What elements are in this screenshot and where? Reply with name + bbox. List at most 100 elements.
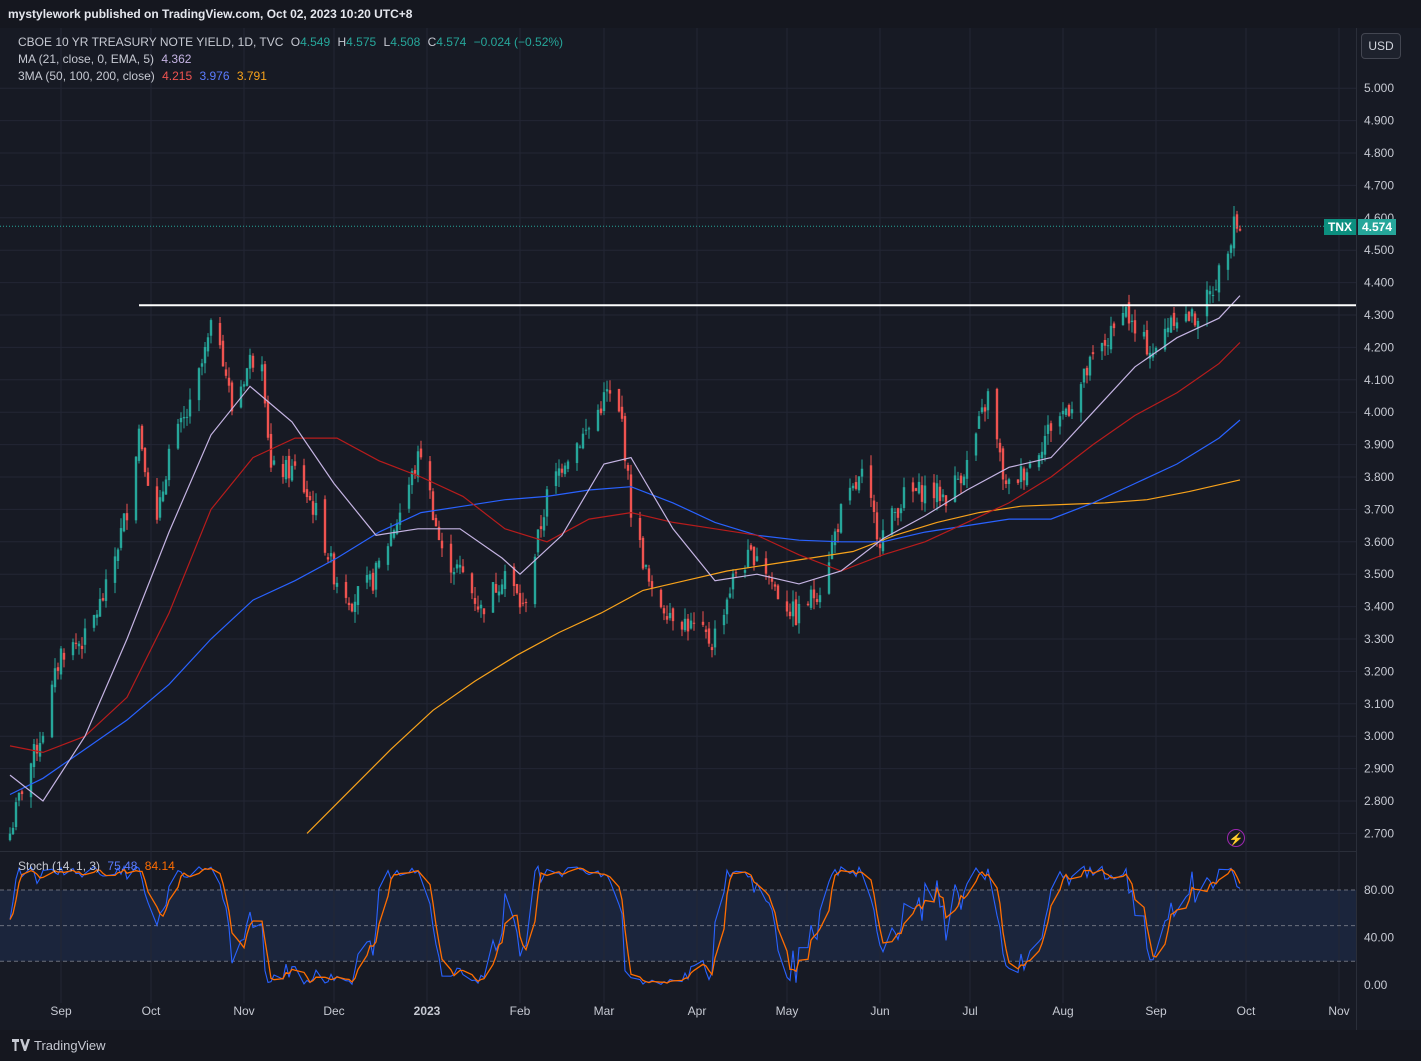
y-tick-label: 4.300 — [1364, 308, 1394, 322]
candle-body — [386, 546, 390, 565]
candle-body — [1232, 216, 1236, 249]
candle-body — [893, 512, 897, 514]
candle-body — [167, 448, 171, 481]
candle-body — [752, 546, 756, 566]
candle-body — [356, 586, 360, 605]
candle-body — [1196, 321, 1200, 329]
candle-body — [524, 602, 528, 604]
candle-body — [701, 621, 705, 625]
candle-body — [1124, 306, 1128, 317]
x-tick-label: Aug — [1052, 1004, 1073, 1018]
candle-body — [980, 407, 984, 413]
candle-body — [206, 337, 210, 352]
sma100-line — [9, 419, 1241, 796]
candle-body — [98, 598, 102, 617]
candle-body — [335, 582, 339, 587]
candle-body — [35, 744, 39, 754]
candle-body — [137, 428, 141, 461]
candle-body — [1238, 228, 1242, 231]
chart-frame[interactable]: Sep Oct Nov Dec 2023 Feb Mar Apr May Jun Jul Aug Sep… — [0, 28, 1421, 1030]
candle-body — [92, 614, 96, 628]
y-tick-label: 4.800 — [1364, 146, 1394, 160]
candle-body — [434, 517, 438, 527]
candle-body — [248, 354, 252, 369]
legend-3ma-value-3: 3.791 — [236, 69, 267, 83]
y-tick-label: 3.700 — [1364, 502, 1394, 516]
candle-body — [479, 604, 483, 609]
candle-body — [1175, 322, 1179, 329]
candle-body — [785, 601, 789, 612]
y-tick-label: 2.900 — [1364, 762, 1394, 776]
candle-body — [998, 442, 1002, 453]
candle-body — [260, 364, 264, 372]
candle-body — [935, 483, 939, 503]
candle-body — [143, 448, 147, 473]
candle-body — [308, 496, 312, 500]
legend-high-value: 4.575 — [346, 35, 377, 49]
candle-body — [1190, 309, 1194, 317]
candle-body — [185, 416, 189, 418]
candle-body — [1172, 312, 1176, 326]
candle-body — [1226, 253, 1230, 270]
candle-body — [1019, 466, 1023, 482]
legend-low-value: 4.508 — [390, 35, 421, 49]
candle-body — [368, 574, 372, 580]
footer: TradingView — [0, 1030, 1421, 1061]
candle-body — [1208, 291, 1212, 295]
candle-body — [986, 391, 990, 411]
candle-body — [1145, 330, 1149, 355]
candle-body — [818, 595, 822, 603]
legend-3ma-row[interactable]: 3MA (50, 100, 200, close) 4.215 3.976 3.… — [18, 68, 563, 85]
candle-body — [218, 322, 222, 346]
candle-body — [1205, 289, 1209, 317]
candle-body — [809, 589, 813, 608]
candle-body — [326, 557, 330, 560]
candle-body — [938, 486, 942, 501]
candles-group — [8, 205, 1242, 842]
candle-body — [1091, 352, 1095, 355]
candle-body — [14, 802, 18, 827]
candle-body — [38, 743, 42, 757]
legend-ema-row[interactable]: MA (21, close, 0, EMA, 5) 4.362 — [18, 51, 563, 68]
candle-body — [728, 593, 732, 598]
candle-body — [11, 827, 15, 835]
currency-button[interactable]: USD — [1361, 33, 1401, 59]
footer-brand[interactable]: TradingView — [34, 1038, 106, 1053]
candle-body — [584, 429, 588, 431]
candle-body — [161, 491, 165, 502]
candle-body — [848, 487, 852, 501]
candle-body — [449, 543, 453, 573]
candle-body — [41, 735, 45, 743]
candle-body — [665, 616, 669, 620]
candle-body — [1103, 339, 1107, 346]
candle-body — [620, 406, 624, 419]
stoch-legend[interactable]: Stoch (14, 1, 3) 75.48 84.14 — [18, 859, 175, 873]
candle-body — [494, 584, 498, 593]
candle-body — [80, 645, 84, 649]
legend-3ma-value-1: 4.215 — [162, 69, 193, 83]
candle-body — [101, 598, 105, 601]
candle-body — [407, 484, 411, 509]
candle-body — [290, 465, 294, 481]
legend-low-label: L — [383, 35, 391, 49]
candle-body — [272, 460, 276, 465]
candle-body — [95, 614, 99, 618]
candle-body — [476, 606, 480, 610]
candle-body — [710, 647, 714, 651]
candle-body — [806, 603, 810, 606]
legend-close-label: C — [427, 35, 437, 49]
candle-body — [77, 643, 81, 647]
candle-body — [623, 416, 627, 462]
ema21-line — [9, 295, 1241, 802]
candle-body — [578, 446, 582, 448]
candle-body — [713, 628, 717, 648]
price-chart[interactable]: Sep Oct Nov Dec 2023 Feb Mar Apr May Jun Jul Aug Sep… — [0, 28, 1421, 1030]
candle-body — [200, 363, 204, 367]
y-tick-label: 2.700 — [1364, 826, 1394, 840]
y-tick-label: 3.500 — [1364, 567, 1394, 581]
lightning-bolt-icon[interactable]: ⚡ — [1227, 829, 1245, 847]
tradingview-logo-icon[interactable] — [12, 1039, 30, 1051]
candle-body — [1043, 435, 1047, 455]
y-tick-label: 3.900 — [1364, 438, 1394, 452]
candle-body — [104, 579, 108, 601]
